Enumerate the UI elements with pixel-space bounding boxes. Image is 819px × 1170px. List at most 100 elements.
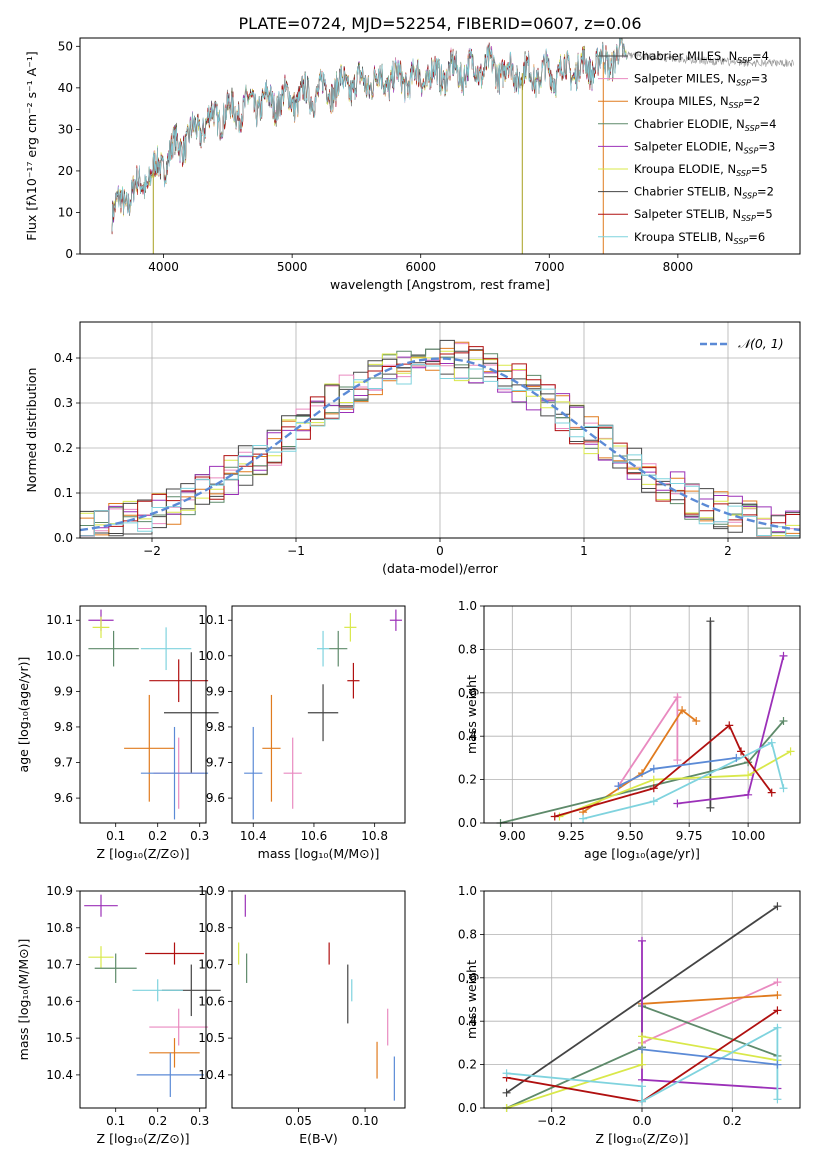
error-bar-point [307,684,339,742]
y-tick-label: 9.8 [206,720,225,734]
x-axis-label: wavelength [Angstrom, rest frame] [330,277,550,292]
y-tick-label: 0.3 [54,396,73,410]
mass-weight-series [641,981,778,1044]
y-tick-label: 10.0 [198,649,225,663]
mass-weight-marker [773,991,782,1000]
y-tick-label: 9.7 [54,756,73,770]
y-tick-label: 10.7 [198,958,225,972]
mass-weight-series [582,741,785,820]
x-tick-label: −2 [143,544,161,558]
x-tick-label: 0.2 [148,1114,167,1128]
model-spectrum-line [111,38,627,232]
y-tick-label: 10.4 [198,1068,225,1082]
x-tick-label: 7000 [534,260,565,274]
mass-weight-vs-age-panel: 9.00 9.25 9.50 9.75 10.00 0.0 0.2 0.4 0.6 0.8 1.0 a… [458,599,801,861]
mass-weight-marker [779,784,788,793]
y-tick-label: 0.0 [458,1101,477,1115]
y-tick-label: 10.9 [198,884,225,898]
age-vs-mass-panel: 10.4 10.6 10.8 9.6 9.7 9.8 9.9 10.0 10.1 mass [lo… [198,605,406,861]
mass-weight-marker [773,1060,782,1069]
mass-weight-marker [638,1045,646,1054]
y-tick-label: 0.1 [54,486,73,500]
y-tick-label: 0.8 [458,642,477,656]
axes-frame [79,605,207,824]
x-tick-label: −0.2 [537,1114,566,1128]
x-tick-label: 0.0 [632,1114,651,1128]
mass-weight-marker [649,775,658,784]
x-tick-label: 0.10 [352,1114,379,1128]
error-bar-point [88,946,114,969]
error-bar-point [149,1038,200,1068]
x-tick-label: 9.50 [617,829,644,843]
legend-entry: Kroupa STELIB, NSSP=6 [634,230,765,246]
x-axis-label: (data-model)/error [382,561,499,576]
mass-weight-marker [779,651,788,660]
error-bar-point [145,942,204,965]
mass-weight-marker [706,803,715,812]
x-tick-label: 0.3 [190,829,209,843]
axes-frame [231,890,406,1109]
mass-weight-series [641,1048,778,1066]
y-tick-label: 9.6 [54,791,73,805]
model-spectrum-line [111,38,627,233]
axes-frame [231,605,406,824]
y-tick-label: 0.6 [458,686,477,700]
axes-frame [483,890,801,1109]
mass-weight-marker [638,1060,646,1069]
axes-frame [483,605,801,824]
mass-weight-marker [725,721,734,730]
mass-weight-marker [673,799,682,808]
y-axis-label: mass weight [464,675,479,754]
legend-entry: Salpeter MILES, NSSP=3 [634,72,768,88]
mass-weight-marker [706,617,715,626]
error-bar-point [132,979,183,1002]
x-tick-label: 5000 [277,260,308,274]
mass-weight-marker [692,717,701,726]
mass-weight-marker [673,756,682,765]
x-tick-label: 0.1 [106,1114,125,1128]
mass-weight-series [641,940,778,1090]
error-bar-point [316,630,330,667]
mass-weight-marker [779,717,788,726]
x-tick-label: 10.8 [361,829,388,843]
error-bar-point [124,694,175,802]
residual-histogram-step [80,346,800,537]
x-tick-label: 9.00 [499,829,526,843]
error-bar-point [149,1008,209,1046]
y-tick-label: 10.5 [198,1031,225,1045]
legend-entry: Chabrier ELODIE, NSSP=4 [634,117,776,133]
x-tick-label: 1 [580,544,588,558]
mass-weight-marker [614,782,623,791]
error-bar-point [344,613,357,642]
y-tick-label: 0.2 [458,773,477,787]
y-tick-label: 0.2 [458,1058,477,1072]
mass-weight-marker [744,790,753,799]
y-tick-label: 0.2 [54,441,73,455]
x-tick-label: 0.3 [190,1114,209,1128]
residual-histogram-step [80,364,800,537]
y-tick-label: 10 [58,205,73,219]
y-tick-label: 0 [65,247,73,261]
mass-weight-marker [638,1097,646,1106]
x-tick-label: 6000 [405,260,436,274]
error-bar-point [149,659,209,703]
y-axis-label: mass [log₁₀(M/M⊙)] [16,939,31,1061]
y-axis-label: Flux [fλ10⁻¹⁷ erg cm⁻² s⁻¹ A⁻¹] [24,51,39,240]
y-tick-label: 1.0 [458,884,477,898]
y-axis-label: mass weight [464,960,479,1039]
x-axis-label: Z [log₁₀(Z/Z⊙)] [97,846,190,861]
x-axis-label: age [log₁₀(age/yr)] [584,846,700,861]
x-tick-label: 9.25 [558,829,585,843]
error-bar-point [389,609,402,631]
error-bar-point [84,894,118,917]
error-bar-point [329,630,348,667]
observed-spectrum-line [626,51,794,68]
residual-histogram-panel: −2 −1 0 1 2 0.0 0.1 0.2 0.3 0.4 (data-model)/error… [24,321,801,576]
mass-weight-marker [502,1069,511,1078]
x-tick-label: 4000 [148,260,179,274]
error-bar-point [244,726,263,820]
error-bar-point [347,662,360,699]
mass-weight-marker [649,784,658,793]
y-tick-label: 0.0 [458,816,477,830]
legend-entry: Kroupa ELODIE, NSSP=5 [634,162,768,178]
